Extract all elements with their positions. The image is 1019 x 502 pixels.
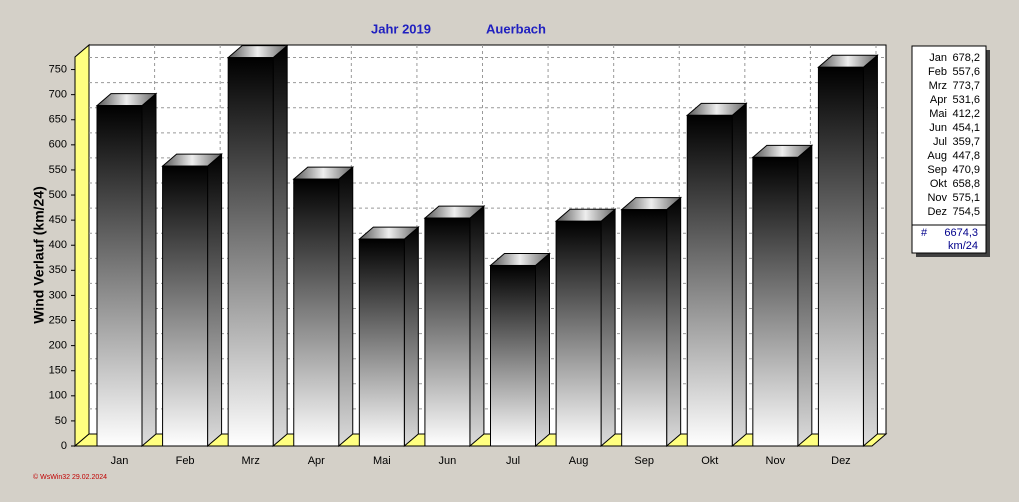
legend-value: 470,9: [952, 164, 980, 176]
legend-label: Apr: [930, 94, 947, 106]
x-tick-label: Apr: [308, 455, 325, 467]
bar: [817, 66, 864, 447]
legend-value: 754,5: [952, 206, 980, 218]
legend-value: 454,1: [952, 122, 980, 134]
x-tick-label: Jun: [439, 455, 457, 467]
bar-side: [666, 196, 682, 448]
bar-side: [731, 102, 747, 448]
y-tick-label: 0: [61, 440, 67, 452]
bar: [424, 217, 471, 447]
legend-label: Jul: [933, 136, 947, 148]
y-tick-label: 700: [49, 89, 67, 101]
y-tick-label: 400: [49, 239, 67, 251]
bar-side: [141, 92, 157, 448]
y-tick-label: 600: [49, 139, 67, 151]
bar-side: [207, 153, 223, 448]
bar-side: [272, 44, 288, 448]
x-tick-label: Mrz: [242, 455, 260, 467]
bar: [686, 114, 733, 447]
legend-label: Nov: [927, 192, 947, 204]
y-tick-label: 750: [49, 63, 67, 75]
y-tick-label: 450: [49, 214, 67, 226]
y-tick-label: 350: [49, 264, 67, 276]
legend-label: Dez: [927, 206, 947, 218]
bar: [96, 105, 143, 447]
bar-side: [797, 144, 813, 448]
y-tick-label: 550: [49, 164, 67, 176]
x-tick-label: Sep: [634, 455, 654, 467]
x-tick-label: Feb: [176, 455, 195, 467]
y-tick-label: 200: [49, 340, 67, 352]
legend-value: 658,8: [952, 178, 980, 190]
y-tick-label: 650: [49, 114, 67, 126]
chart-subtitle: Auerbach: [486, 21, 546, 36]
bar-side: [862, 54, 878, 448]
legend-value: 773,7: [952, 80, 980, 92]
bar-side: [600, 208, 616, 448]
legend-label: Feb: [928, 66, 947, 78]
y-tick-label: 500: [49, 189, 67, 201]
bar-side: [469, 204, 485, 448]
footer: © WsWin32 29.02.2024: [33, 473, 107, 481]
legend-value: 531,6: [952, 94, 980, 106]
legend-box: [911, 45, 987, 254]
y-tick-label: 50: [55, 415, 67, 427]
bar-side: [338, 166, 354, 448]
legend-total: 6674,3: [944, 227, 978, 239]
bar: [621, 209, 668, 447]
x-tick-label: Nov: [766, 455, 786, 467]
x-tick-label: Jul: [506, 455, 520, 467]
x-tick-label: Dez: [831, 455, 851, 467]
legend-label: Aug: [927, 150, 947, 162]
legend-label: Sep: [927, 164, 947, 176]
legend-label: Mai: [929, 108, 947, 120]
x-tick-label: Mai: [373, 455, 391, 467]
bar: [162, 165, 209, 447]
legend-value: 678,2: [952, 52, 980, 64]
bar: [490, 264, 536, 447]
y-tick-label: 100: [49, 390, 67, 402]
bar: [555, 220, 602, 447]
x-tick-label: Jan: [111, 455, 129, 467]
left-wall: [74, 43, 90, 448]
bar-side: [403, 226, 419, 448]
legend-label: Mrz: [929, 80, 947, 92]
legend-value: 359,7: [952, 136, 980, 148]
y-tick-label: 300: [49, 289, 67, 301]
y-axis-title: Wind Verlauf (km/24): [31, 186, 47, 324]
x-tick-label: Aug: [569, 455, 589, 467]
legend-value: 575,1: [952, 192, 980, 204]
bar: [358, 238, 405, 447]
y-tick-label: 250: [49, 314, 67, 326]
bar-side: [535, 252, 550, 448]
legend-symbol: #: [921, 227, 928, 239]
chart-title: Jahr 2019: [371, 21, 431, 36]
bar: [227, 57, 274, 447]
y-tick-label: 150: [49, 365, 67, 377]
legend-value: 412,2: [952, 108, 980, 120]
legend-label: Okt: [930, 178, 947, 190]
bar: [752, 156, 799, 447]
bar: [293, 178, 340, 447]
legend-value: 447,8: [952, 150, 980, 162]
x-tick-label: Okt: [701, 455, 718, 467]
legend-label: Jan: [929, 52, 947, 64]
legend-value: 557,6: [952, 66, 980, 78]
legend-unit: km/24: [948, 240, 978, 252]
legend-label: Jun: [929, 122, 947, 134]
